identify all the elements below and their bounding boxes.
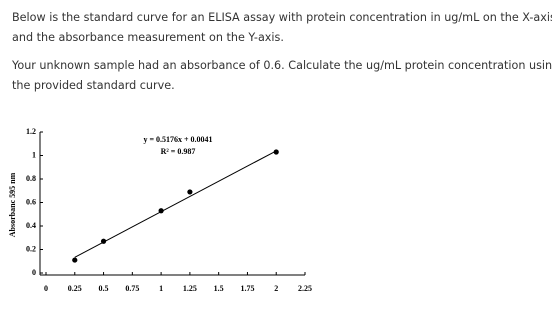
x-tick-label: 1.75 [240,284,254,293]
annotation: R² = 0.987 [161,147,196,156]
data-point [273,149,279,155]
y-axis-label: Absorbanc 595 nm [8,172,17,237]
trendline [74,150,277,258]
y-tick-label: 0 [32,268,36,277]
y-tick-label: 0.4 [26,221,36,230]
question-line: and the absorbance measurement on the Y-… [12,31,284,44]
x-tick-label: 1.5 [214,284,224,293]
data-point [158,208,164,214]
question-line: the provided standard curve. [12,79,175,92]
x-tick-label: 0.25 [68,284,82,293]
data-point [100,238,107,244]
x-tick-label: 2.25 [298,284,312,293]
x-tick-label: 0.75 [125,284,139,293]
x-tick-label: 1 [159,284,163,293]
x-tick-label: 0.5 [99,284,109,293]
x-tick-label: 1.25 [183,284,197,293]
annotation: y = 0.5176x + 0.0041 [143,135,212,144]
y-tick-label: 0.6 [26,197,36,206]
y-tick-label: 1 [32,150,36,159]
data-point [72,257,78,263]
y-tick-label: 1.2 [26,127,36,136]
question-line: Below is the standard curve for an ELISA… [12,11,552,24]
x-tick-label: 0 [44,284,48,293]
data-point [187,189,193,195]
question-line: Your unknown sample had an absorbance of… [11,59,552,72]
y-tick-label: 0.8 [26,174,36,183]
x-tick-label: 2 [274,284,278,293]
y-tick-label: 0.2 [26,244,36,253]
